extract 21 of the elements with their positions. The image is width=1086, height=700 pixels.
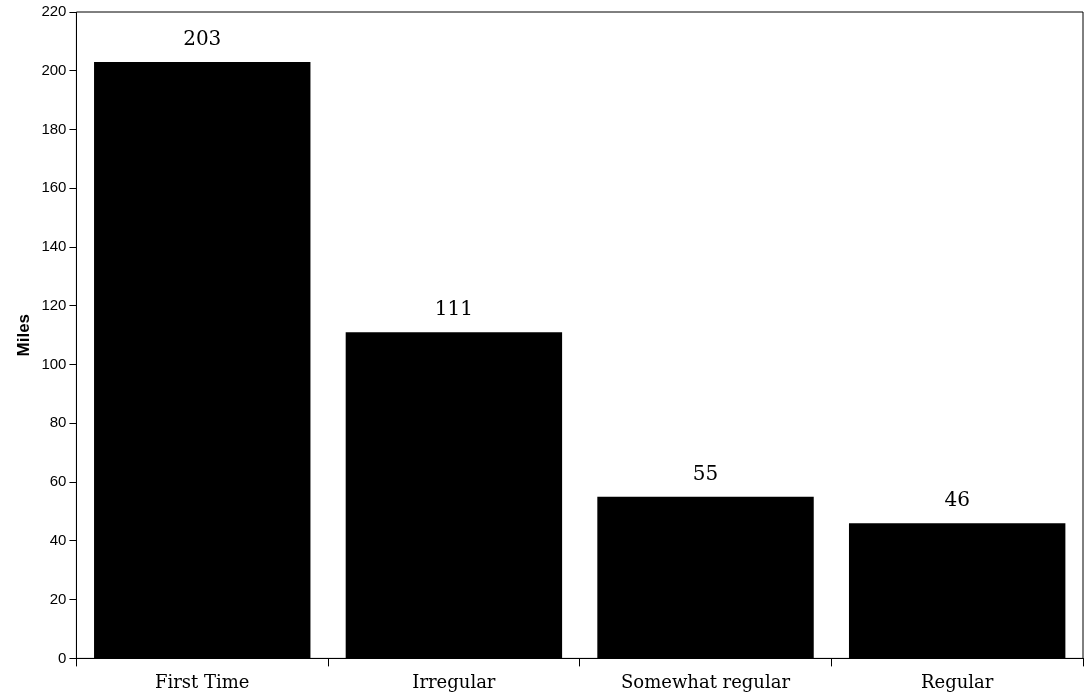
y-tick-label: 100 bbox=[41, 354, 67, 372]
data-label: 203 bbox=[183, 26, 222, 51]
y-tick-label: 0 bbox=[58, 648, 67, 666]
y-tick-label: 160 bbox=[41, 178, 67, 196]
y-tick-label: 120 bbox=[41, 295, 67, 313]
y-tick-label: 20 bbox=[49, 589, 67, 607]
y-tick-label: 40 bbox=[49, 531, 67, 549]
y-axis-title: Miles bbox=[13, 313, 33, 357]
y-tick-label: 220 bbox=[41, 2, 67, 20]
y-tick-label: 140 bbox=[41, 237, 67, 255]
data-label: 46 bbox=[944, 487, 970, 512]
x-tick-label: Irregular bbox=[412, 670, 496, 692]
y-tick-label: 180 bbox=[41, 119, 67, 137]
y-tick-label: 200 bbox=[41, 60, 67, 78]
x-tick-label: Regular bbox=[920, 670, 994, 692]
data-label: 111 bbox=[434, 296, 473, 321]
data-label: 55 bbox=[692, 461, 719, 485]
y-tick-label: 80 bbox=[49, 413, 67, 431]
x-tick-label: Somewhat regular bbox=[621, 670, 791, 692]
y-tick-label: 60 bbox=[49, 472, 67, 490]
x-tick-label: First Time bbox=[154, 670, 250, 692]
